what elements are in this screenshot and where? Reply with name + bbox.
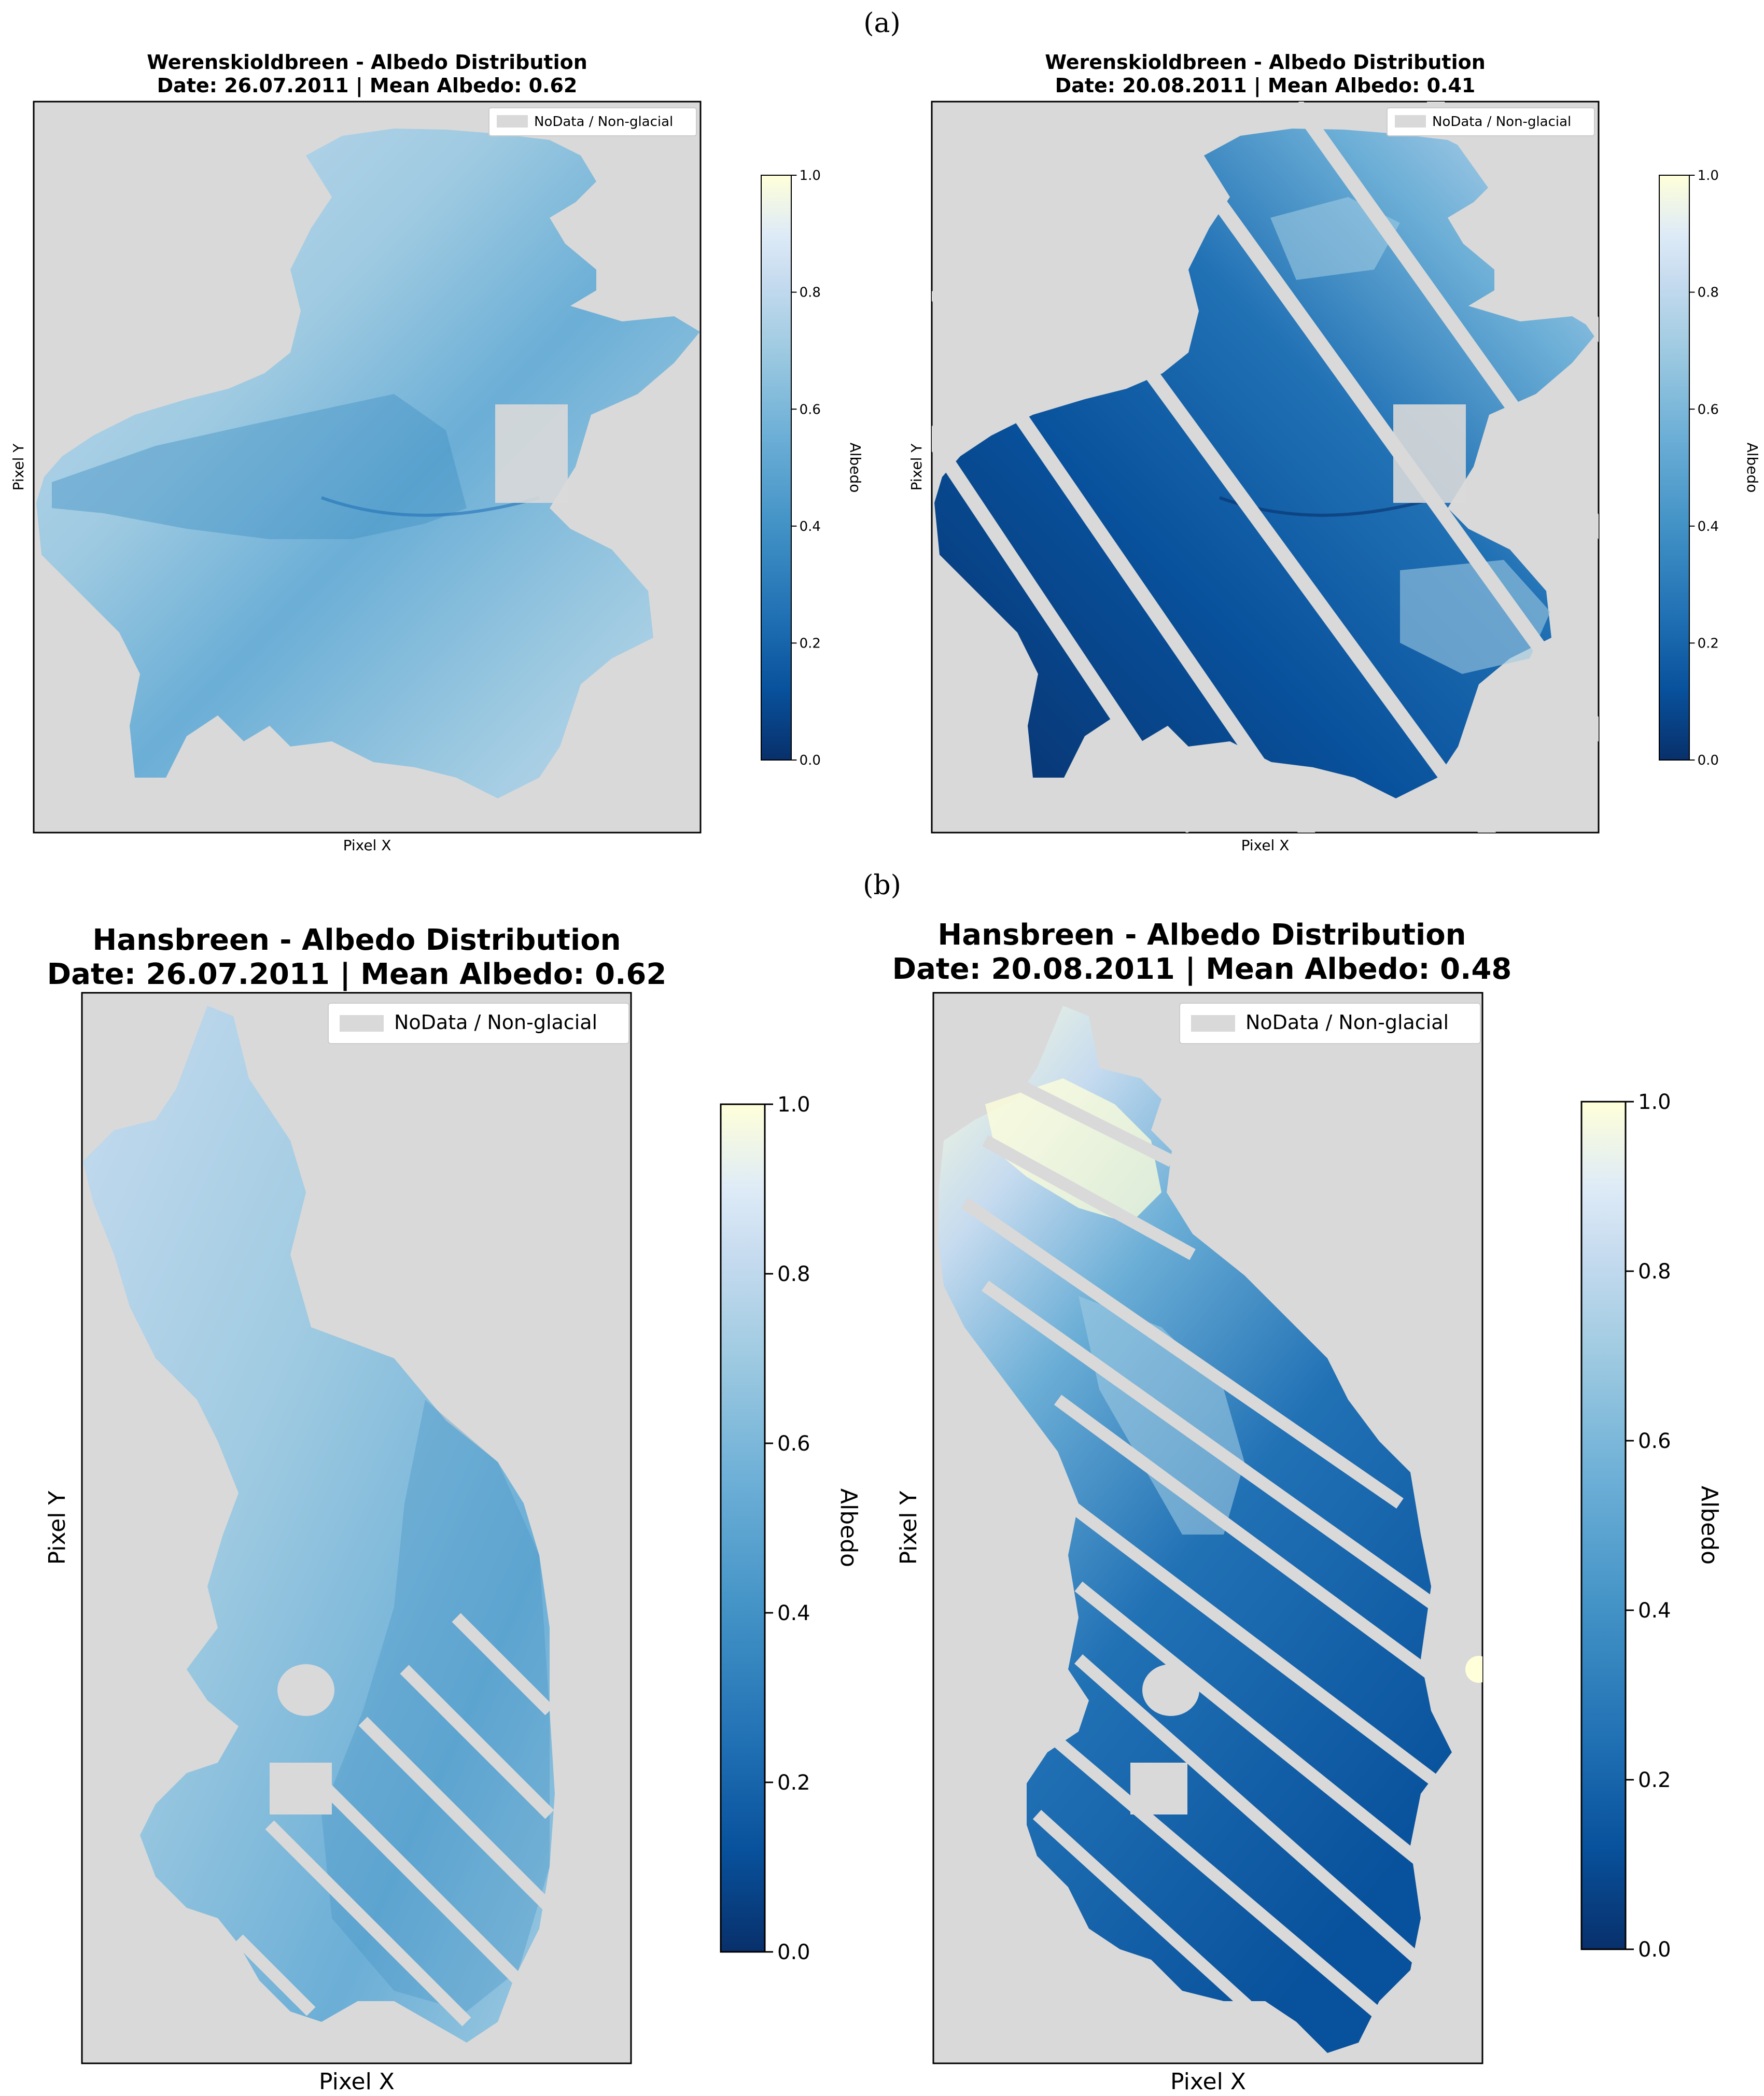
- colorbar-tick-label: 0.0: [1638, 1938, 1671, 1962]
- glacier-dark-band: [52, 394, 467, 539]
- x-axis-label: Pixel X: [319, 2069, 395, 2095]
- colorbar-gradient: [720, 1103, 766, 1953]
- x-axis-label: Pixel X: [343, 837, 391, 854]
- glacier-flow-line: [320, 496, 540, 517]
- chart-title: Hansbreen - Albedo Distribution: [92, 923, 621, 957]
- y-axis-label: Pixel Y: [44, 1491, 71, 1565]
- chart-title: Werenskioldbreen - Albedo Distribution: [1045, 51, 1486, 74]
- colorbar-gradient: [1580, 1101, 1627, 1950]
- chart-hansbreen-2008: Hansbreen - Albedo Distribution Date: 20…: [892, 918, 1723, 2095]
- legend-swatch-nodata: [497, 115, 528, 128]
- chart-subtitle: Date: 20.08.2011 | Mean Albedo: 0.41: [1055, 74, 1476, 97]
- x-axis-label: Pixel X: [1241, 837, 1290, 854]
- y-axis-label: Pixel Y: [895, 1491, 922, 1565]
- colorbar-tick-label: 0.6: [1638, 1429, 1671, 1453]
- legend-swatch-nodata: [1395, 115, 1426, 128]
- legend-label: NoData / Non-glacial: [1432, 114, 1571, 130]
- colorbar-tick-label: 0.6: [800, 402, 821, 417]
- chart-subtitle: Date: 26.07.2011 | Mean Albedo: 0.62: [47, 958, 667, 991]
- colorbar-tick-label: 0.8: [777, 1262, 810, 1286]
- colorbar-tick-label: 0.4: [777, 1601, 810, 1625]
- chart-subtitle: Date: 20.08.2011 | Mean Albedo: 0.48: [892, 952, 1512, 986]
- colorbar-gradient: [761, 175, 792, 761]
- glacier-mask: [36, 129, 700, 798]
- colorbar-tick-label: 0.4: [800, 519, 821, 534]
- colorbar-tick-label: 0.4: [1698, 519, 1719, 534]
- colorbar-tick-label: 0.0: [777, 1940, 810, 1964]
- chart-subtitle: Date: 26.07.2011 | Mean Albedo: 0.62: [157, 74, 578, 97]
- colorbar-tick-label: 1.0: [1698, 168, 1719, 184]
- chart-title: Werenskioldbreen - Albedo Distribution: [147, 51, 587, 74]
- colorbar-label: Albedo: [1744, 443, 1761, 493]
- colorbar-tick-label: 0.2: [800, 636, 821, 652]
- colorbar: 0.0 0.2 0.4 0.6 0.8 1.0 Albedo: [720, 1093, 862, 1964]
- data-gap-stripes: [234, 1613, 554, 2027]
- legend-label: NoData / Non-glacial: [394, 1011, 597, 1034]
- chart-werenskioldbreen-2008: Werenskioldbreen - Albedo Distribution D…: [908, 51, 1761, 854]
- colorbar-tick-label: 1.0: [777, 1093, 810, 1117]
- colorbar-tick-label: 0.4: [1638, 1599, 1671, 1623]
- colorbar-label: Albedo: [835, 1488, 862, 1567]
- panel-label-b: (b): [863, 870, 901, 901]
- legend-swatch-nodata: [340, 1015, 384, 1032]
- legend: NoData / Non-glacial: [488, 107, 697, 136]
- chart-hansbreen-2607: Hansbreen - Albedo Distribution Date: 26…: [44, 923, 862, 2095]
- legend-label: NoData / Non-glacial: [1245, 1011, 1449, 1034]
- colorbar-tick-label: 0.0: [800, 753, 821, 768]
- colorbar: 0.0 0.2 0.4 0.6 0.8 1.0 Albedo: [1580, 1090, 1723, 1962]
- legend: NoData / Non-glacial: [1387, 107, 1595, 136]
- colorbar-label: Albedo: [1696, 1486, 1723, 1565]
- colorbar-tick-label: 1.0: [1638, 1090, 1671, 1114]
- y-axis-label: Pixel Y: [10, 443, 27, 491]
- data-gap-stripes: [961, 1073, 1456, 2037]
- legend: NoData / Non-glacial: [328, 1003, 629, 1044]
- colorbar-label: Albedo: [847, 443, 864, 493]
- x-axis-label: Pixel X: [1170, 2069, 1246, 2095]
- colorbar-tick-label: 0.0: [1698, 753, 1719, 768]
- colorbar-tick-label: 0.2: [777, 1771, 810, 1795]
- colorbar-tick-label: 0.2: [1638, 1768, 1671, 1792]
- panel-label-a: (a): [863, 8, 901, 39]
- colorbar-tick-label: 0.8: [1638, 1260, 1671, 1284]
- colorbar: 0.0 0.2 0.4 0.6 0.8 1.0 Albedo: [1659, 168, 1761, 768]
- glacier-bright-snow: [985, 1078, 1161, 1223]
- colorbar-tick-label: 0.8: [1698, 285, 1719, 301]
- colorbar-tick-label: 0.2: [1698, 636, 1719, 652]
- chart-title: Hansbreen - Albedo Distribution: [937, 918, 1466, 952]
- colorbar: 0.0 0.2 0.4 0.6 0.8 1.0 Albedo: [761, 168, 864, 768]
- chart-werenskioldbreen-2607: Werenskioldbreen - Albedo Distribution D…: [10, 51, 864, 854]
- legend-label: NoData / Non-glacial: [534, 114, 673, 130]
- legend: NoData / Non-glacial: [1179, 1003, 1481, 1044]
- colorbar-gradient: [1659, 175, 1690, 761]
- colorbar-tick-label: 1.0: [800, 168, 821, 184]
- colorbar-tick-label: 0.6: [777, 1432, 810, 1456]
- legend-swatch-nodata: [1191, 1015, 1235, 1032]
- y-axis-label: Pixel Y: [908, 443, 925, 491]
- colorbar-tick-label: 0.6: [1698, 402, 1719, 417]
- colorbar-tick-label: 0.8: [800, 285, 821, 301]
- glacier-mask: [83, 1006, 555, 2043]
